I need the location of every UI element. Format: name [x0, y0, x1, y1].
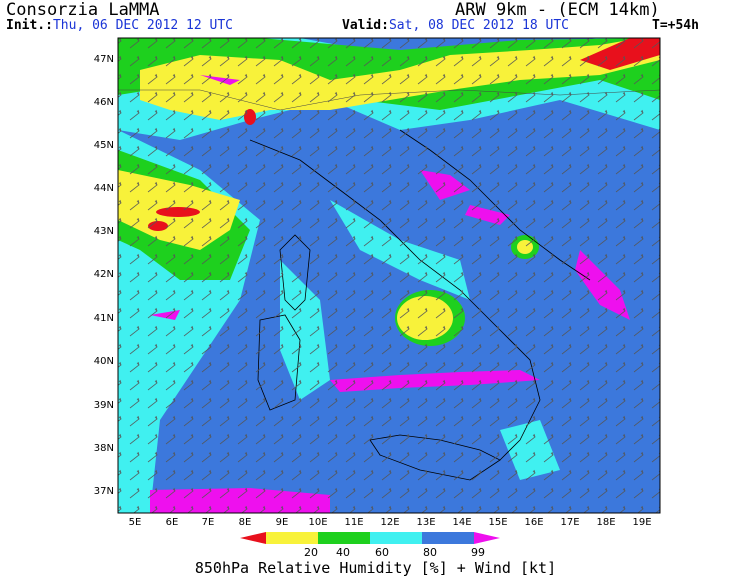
lon-label: 17E: [560, 517, 579, 528]
valid-time: Valid:Sat, 08 DEC 2012 18 UTC: [342, 18, 569, 33]
lon-label: 7E: [202, 517, 215, 528]
lat-label: 45N: [94, 140, 114, 151]
lon-label: 13E: [416, 517, 435, 528]
lat-label: 46N: [94, 97, 114, 108]
lon-label: 6E: [166, 517, 179, 528]
lat-label: 47N: [94, 54, 114, 65]
colorbar-segment: [474, 532, 500, 544]
valid-label: Valid:: [342, 18, 389, 33]
colorbar-segment: [266, 532, 318, 544]
lon-label: 14E: [452, 517, 471, 528]
colorbar-segment: [422, 532, 474, 544]
lon-axis: 5E 6E 7E 8E 9E 10E 11E 12E 13E 14E 15E 1…: [129, 517, 652, 528]
lat-axis: 47N 46N 45N 44N 43N 42N 41N 40N 39N 38N …: [94, 54, 114, 497]
map-frame: [117, 37, 661, 514]
lon-label: 5E: [129, 517, 142, 528]
colorbar-tick: 80: [423, 546, 437, 559]
lon-label: 9E: [276, 517, 289, 528]
colorbar-segment: [318, 532, 370, 544]
lon-label: 15E: [488, 517, 507, 528]
colorbar: 20 40 60 80 99: [240, 532, 500, 559]
lat-label: 38N: [94, 443, 114, 454]
lon-label: 16E: [524, 517, 543, 528]
colorbar-tick: 20: [304, 546, 318, 559]
init-value: Thu, 06 DEC 2012 12 UTC: [52, 18, 233, 33]
forecast-step: T=+54h: [652, 18, 699, 33]
colorbar-segment: [370, 532, 422, 544]
lat-label: 42N: [94, 269, 114, 280]
lon-label: 18E: [596, 517, 615, 528]
lat-label: 43N: [94, 226, 114, 237]
lon-label: 11E: [344, 517, 363, 528]
humidity-field: [118, 38, 660, 513]
colorbar-tick: 40: [336, 546, 350, 559]
colorbar-title: 850hPa Relative Humidity [%] + Wind [kt]: [194, 559, 557, 577]
lon-label: 12E: [380, 517, 399, 528]
lon-label: 10E: [308, 517, 327, 528]
lat-label: 41N: [94, 313, 114, 324]
lat-label: 40N: [94, 356, 114, 367]
valid-value: Sat, 08 DEC 2012 18 UTC: [388, 18, 569, 33]
organization-title: Consorzia LaMMA: [6, 0, 160, 20]
lat-label: 44N: [94, 183, 114, 194]
lon-label: 19E: [632, 517, 651, 528]
lat-label: 37N: [94, 486, 114, 497]
colorbar-segment: [240, 532, 266, 544]
init-time: Init.:Thu, 06 DEC 2012 12 UTC: [6, 18, 233, 33]
model-title: ARW 9km - (ECM 14km): [455, 0, 660, 20]
lat-label: 39N: [94, 400, 114, 411]
colorbar-tick: 99: [471, 546, 485, 559]
colorbar-tick: 60: [375, 546, 389, 559]
init-label: Init.:: [6, 18, 53, 33]
lon-label: 8E: [239, 517, 252, 528]
